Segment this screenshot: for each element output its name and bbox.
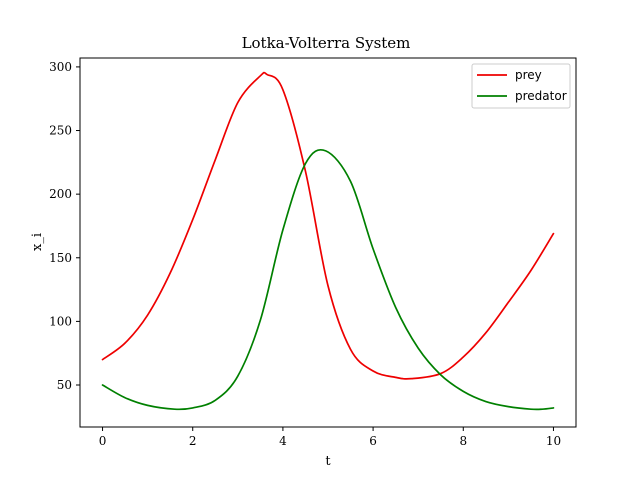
y-tick-label: 150 [49, 251, 72, 265]
x-axis-label: t [325, 454, 331, 469]
x-tick-label: 0 [99, 434, 107, 448]
y-axis: 50 100 150 200 250 300 [49, 60, 80, 392]
x-tick-label: 6 [369, 434, 377, 448]
x-axis: 0 2 4 6 8 10 [99, 427, 561, 448]
plot-frame [79, 57, 577, 428]
x-tick-label: 2 [189, 434, 197, 448]
x-tick-label: 8 [459, 434, 467, 448]
legend-label-predator: predator [515, 89, 567, 103]
y-axis-label: x_i [30, 233, 45, 251]
x-tick-label: 4 [279, 434, 287, 448]
y-tick-label: 250 [49, 124, 72, 138]
chart-title: Lotka-Volterra System [242, 34, 411, 52]
series-line-predator [101, 148, 555, 411]
legend-label-prey: prey [515, 68, 542, 82]
series-line-prey [101, 71, 555, 380]
plot-area: 0 2 4 6 8 10 50 100 150 200 250 300 [49, 57, 577, 448]
y-tick-label: 300 [49, 60, 72, 74]
series-layer [101, 71, 555, 411]
y-tick-label: 100 [49, 314, 72, 328]
y-tick-label: 200 [49, 187, 72, 201]
y-tick-label: 50 [57, 378, 72, 392]
x-tick-label: 10 [546, 434, 561, 448]
legend: prey predator [471, 63, 571, 109]
